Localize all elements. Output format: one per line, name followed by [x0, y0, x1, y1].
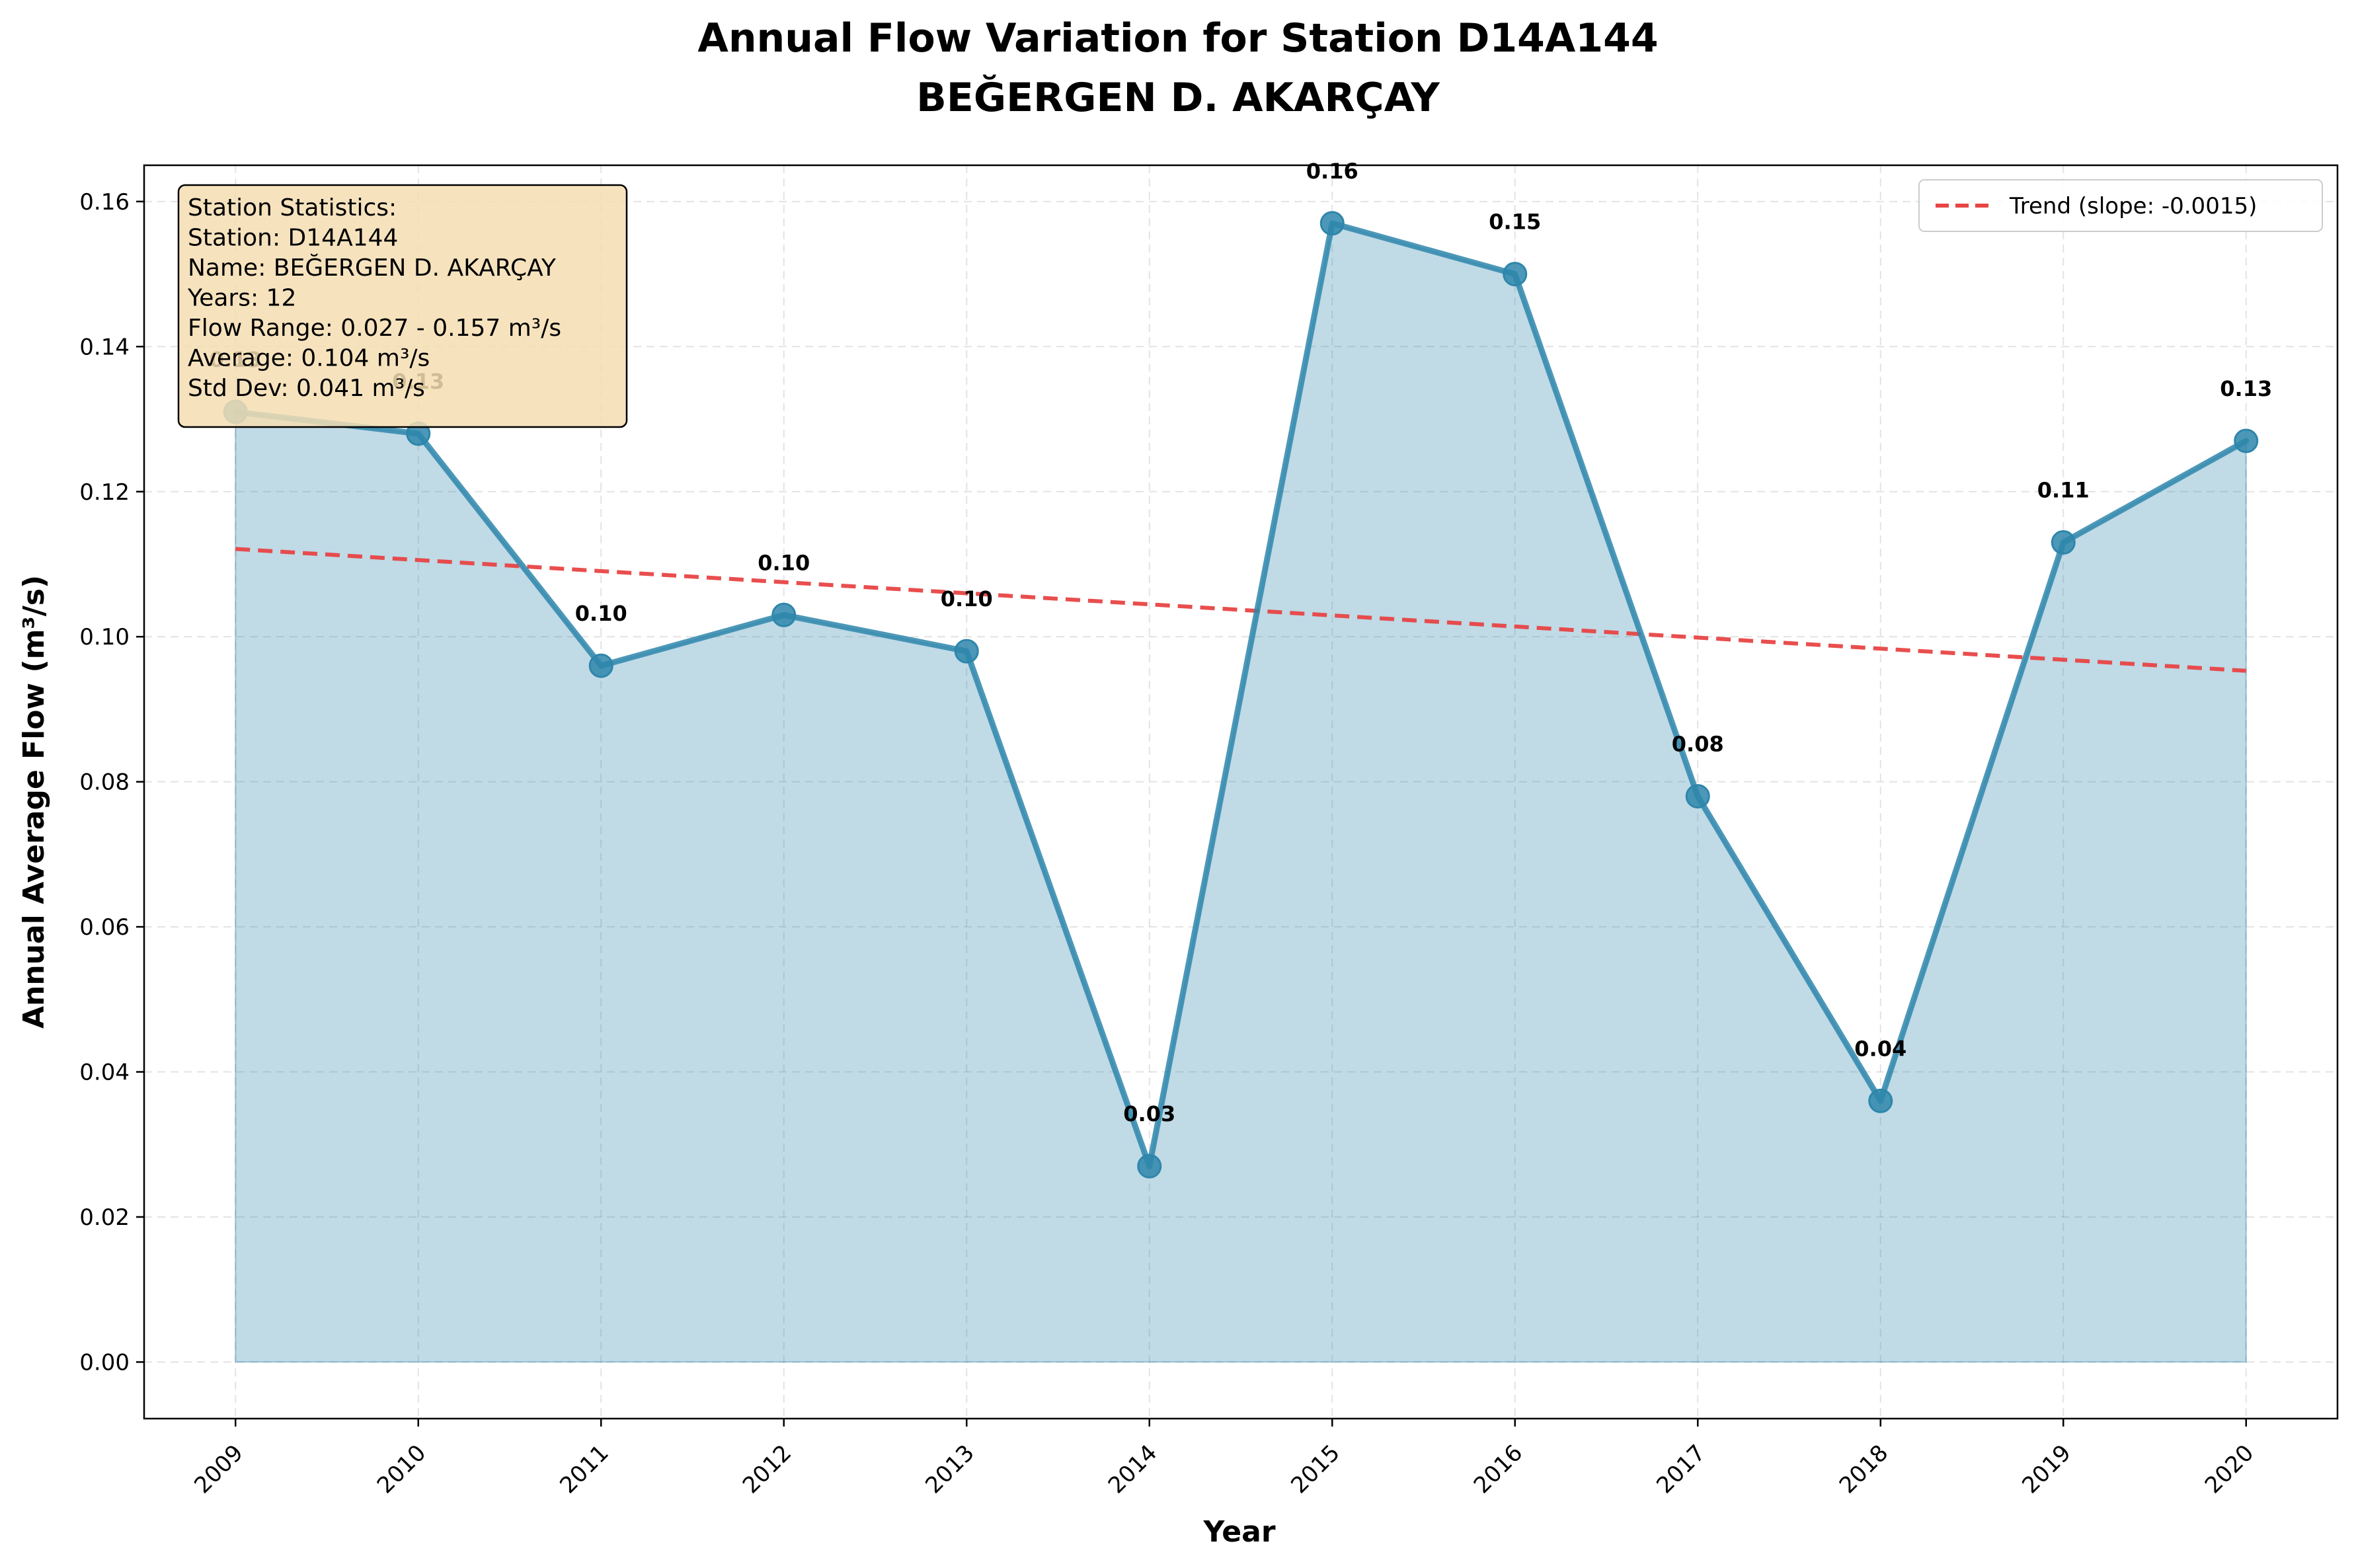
- y-tick-label: 0.08: [79, 769, 130, 796]
- x-tick-label: 2012: [738, 1440, 797, 1499]
- y-tick-label: 0.00: [79, 1349, 130, 1376]
- flow-line: [232, 220, 2250, 1169]
- legend: Trend (slope: -0.0015): [1918, 179, 2323, 232]
- legend-frame: [1918, 179, 2323, 232]
- y-axis-label: Annual Average Flow (m³/s): [17, 575, 51, 1029]
- chart-title: Annual Flow Variation for Station D14A14…: [697, 15, 1658, 121]
- data-label: 0.08: [1672, 732, 1724, 757]
- data-label: 0.13: [2220, 376, 2272, 401]
- data-label: 0.04: [1854, 1036, 1906, 1061]
- stats-line: Name: BEĞERGEN D. AKARÇAY: [188, 254, 557, 282]
- chart-title-line-2: BEĞERGEN D. AKARÇAY: [916, 74, 1440, 121]
- stats-line: Station Statistics:: [188, 194, 397, 221]
- x-axis-ticks: 2009 2010 2011 2012 2013 2014 2015 2016 2017 2018…: [189, 1419, 2259, 1499]
- data-label: 0.15: [1489, 210, 1541, 235]
- y-tick-label: 0.02: [79, 1204, 130, 1231]
- y-axis-ticks: 0.00 0.02 0.04 0.06 0.08 0.10 0.12 0.14 0.16: [79, 189, 144, 1376]
- y-tick-label: 0.12: [79, 479, 130, 506]
- data-point: [771, 602, 797, 627]
- stats-line: Flow Range: 0.027 - 0.157 m³/s: [188, 315, 561, 342]
- x-tick-label: 2009: [189, 1440, 248, 1499]
- x-tick-label: 2013: [920, 1440, 979, 1499]
- data-point: [2234, 428, 2259, 453]
- x-tick-label: 2018: [1834, 1440, 1893, 1499]
- stats-line: Station: D14A144: [188, 225, 398, 252]
- y-tick-label: 0.14: [79, 334, 130, 360]
- y-tick-label: 0.10: [79, 624, 130, 650]
- plot-frame: [143, 164, 2339, 1420]
- grid-lines: [144, 165, 2337, 1419]
- data-label: 0.10: [758, 550, 810, 575]
- data-point: [1503, 262, 1528, 287]
- data-label: 0.10: [941, 586, 993, 611]
- stats-line: Average: 0.104 m³/s: [188, 345, 430, 372]
- data-point: [2051, 530, 2076, 555]
- data-point: [954, 639, 979, 664]
- station-statistics-box: Station Statistics: Station: D14A144Name:…: [177, 184, 628, 428]
- stats-line: Std Dev: 0.041 m³/s: [188, 375, 425, 402]
- x-tick-label: 2016: [1469, 1440, 1528, 1499]
- data-point: [588, 653, 613, 678]
- x-tick-label: 2011: [555, 1440, 613, 1499]
- x-tick-label: 2015: [1286, 1440, 1345, 1499]
- y-tick-label: 0.06: [79, 914, 130, 941]
- flow-series: [232, 220, 2250, 1169]
- data-point: [1137, 1154, 1162, 1179]
- x-tick-label: 2017: [1651, 1440, 1710, 1499]
- data-point: [1868, 1088, 1893, 1113]
- chart-title-line-1: Annual Flow Variation for Station D14A14…: [697, 15, 1658, 61]
- x-tick-label: 2014: [1103, 1440, 1162, 1499]
- data-label: 0.10: [575, 601, 627, 626]
- x-axis-label: Year: [1202, 1515, 1275, 1549]
- x-tick-label: 2020: [2200, 1440, 2259, 1499]
- data-label: 0.16: [1306, 159, 1358, 184]
- data-point: [1319, 211, 1345, 236]
- stats-line: Years: 12: [187, 285, 296, 312]
- stats-box-background: [177, 184, 628, 428]
- data-label: 0.03: [1123, 1101, 1175, 1126]
- x-tick-label: 2019: [2017, 1440, 2076, 1499]
- data-label: 0.11: [2037, 478, 2090, 503]
- y-tick-label: 0.16: [79, 189, 130, 216]
- legend-trend-label: Trend (slope: -0.0015): [2009, 193, 2257, 219]
- x-tick-label: 2010: [372, 1440, 431, 1499]
- y-tick-label: 0.04: [79, 1060, 130, 1086]
- data-point: [1685, 784, 1710, 809]
- flow-points: [223, 211, 2259, 1179]
